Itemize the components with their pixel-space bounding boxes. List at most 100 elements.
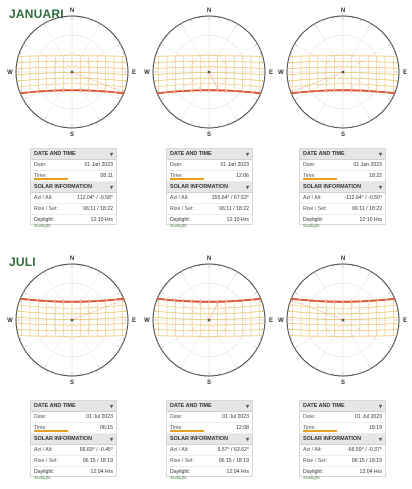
- date-value[interactable]: 01 Jul 2023: [86, 414, 113, 420]
- time-value[interactable]: 06:15: [100, 425, 113, 431]
- time-value[interactable]: 18:22: [369, 173, 382, 179]
- compass-north-label: N: [341, 8, 345, 14]
- rise-set-row: Rise / Set: 06:11 / 18:22: [300, 204, 385, 215]
- time-slider[interactable]: [34, 430, 68, 432]
- daylight-row: Daylight: 12:10 Hrs: [167, 215, 252, 224]
- compass-west-label: W: [7, 318, 13, 324]
- solar-info-header[interactable]: SOLAR INFORMATION ▾: [167, 182, 252, 193]
- compass-north-label: N: [207, 8, 211, 14]
- date-time-header[interactable]: DATE AND TIME ▾: [31, 149, 116, 160]
- solar-info-header[interactable]: SOLAR INFORMATION ▾: [31, 182, 116, 193]
- date-time-header[interactable]: DATE AND TIME ▾: [167, 149, 252, 160]
- chevron-down-icon[interactable]: ▾: [109, 403, 113, 410]
- chevron-down-icon[interactable]: ▾: [378, 184, 382, 191]
- compass-east-label: E: [132, 70, 136, 76]
- date-row: Date: 01 Jan 2023: [300, 160, 385, 171]
- compass-east-label: E: [269, 318, 273, 324]
- daylight-value: 12:04 Hrs: [359, 468, 383, 475]
- time-value[interactable]: 18:19: [369, 425, 382, 431]
- daylight-label: Daylight:: [170, 468, 191, 475]
- azimuth-altitude-value: 155.64° / 67.53°: [211, 195, 249, 201]
- time-label: Time:: [303, 425, 316, 431]
- daylight-value: 12:10 Hrs: [359, 216, 383, 223]
- time-slider[interactable]: [303, 430, 337, 432]
- chevron-down-icon[interactable]: ▾: [109, 184, 113, 191]
- solar-info-header[interactable]: SOLAR INFORMATION ▾: [31, 434, 116, 445]
- date-time-header[interactable]: DATE AND TIME ▾: [300, 401, 385, 412]
- time-slider[interactable]: [170, 430, 204, 432]
- chevron-down-icon[interactable]: ▾: [245, 403, 249, 410]
- date-value[interactable]: 01 Jan 2023: [84, 162, 113, 168]
- time-row: Time: 08:11: [31, 171, 116, 182]
- daylight-row: Daylight: 12:04 Hrs: [167, 467, 252, 476]
- time-row: Time: 12:08: [167, 423, 252, 434]
- sunlight-footer-label: Sunlight: [303, 223, 320, 228]
- rise-set-row: Rise / Set: 06:15 / 18:19: [300, 456, 385, 467]
- chevron-down-icon[interactable]: ▾: [109, 436, 113, 443]
- time-slider[interactable]: [170, 178, 204, 180]
- rise-set-row: Rise / Set: 06:15 / 18:19: [31, 456, 116, 467]
- solar-info-header[interactable]: SOLAR INFORMATION ▾: [167, 434, 252, 445]
- azimuth-altitude-label: Azi / Alt:: [34, 195, 53, 201]
- rise-set-value: 06:15 / 18:19: [351, 458, 382, 464]
- time-label: Time:: [170, 173, 183, 179]
- date-value[interactable]: 01 Jan 2023: [220, 162, 249, 168]
- sun-path-diagram: N S E W: [141, 252, 277, 388]
- chevron-down-icon[interactable]: ▾: [109, 151, 113, 158]
- azimuth-altitude-row: Azi / Alt: 155.64° / 67.53°: [167, 193, 252, 204]
- chevron-down-icon[interactable]: ▾: [245, 184, 249, 191]
- date-row: Date: 01 Jan 2023: [31, 160, 116, 171]
- time-value[interactable]: 08:11: [100, 173, 113, 179]
- time-label: Time:: [303, 173, 316, 179]
- sun-path-diagram: N S E W: [275, 4, 411, 140]
- time-value[interactable]: 12:08: [236, 425, 249, 431]
- time-row: Time: 18:22: [300, 171, 385, 182]
- chevron-down-icon[interactable]: ▾: [245, 436, 249, 443]
- date-row: Date: 01 Jan 2023: [167, 160, 252, 171]
- azimuth-altitude-row: Azi / Alt: 9.57° / 63.62°: [167, 445, 252, 456]
- date-time-header[interactable]: DATE AND TIME ▾: [31, 401, 116, 412]
- solar-info-header[interactable]: SOLAR INFORMATION ▾: [300, 182, 385, 193]
- time-slider[interactable]: [34, 178, 68, 180]
- daylight-label: Daylight:: [34, 468, 55, 475]
- date-row: Date: 01 Jul 2023: [31, 412, 116, 423]
- solar-info-header[interactable]: SOLAR INFORMATION ▾: [300, 434, 385, 445]
- solar-info-header-label: SOLAR INFORMATION: [34, 436, 92, 442]
- sun-path-diagram: N S E W: [4, 4, 140, 140]
- compass-west-label: W: [278, 70, 284, 76]
- azimuth-altitude-label: Azi / Alt:: [170, 195, 189, 201]
- compass-south-label: S: [70, 380, 74, 386]
- chevron-down-icon[interactable]: ▾: [378, 403, 382, 410]
- daylight-row: Daylight: 12:10 Hrs: [300, 215, 385, 224]
- time-value[interactable]: 12:06: [236, 173, 249, 179]
- date-value[interactable]: 01 Jul 2023: [355, 414, 382, 420]
- compass-south-label: S: [207, 380, 211, 386]
- azimuth-altitude-value: -66.59° / -0.37°: [346, 447, 382, 453]
- compass-east-label: E: [132, 318, 136, 324]
- compass-west-label: W: [7, 70, 13, 76]
- chevron-down-icon[interactable]: ▾: [378, 151, 382, 158]
- date-row: Date: 01 Jul 2023: [300, 412, 385, 423]
- date-time-header[interactable]: DATE AND TIME ▾: [300, 149, 385, 160]
- compass-south-label: S: [70, 132, 74, 138]
- daylight-row: Daylight: 12:10 Hrs: [31, 215, 116, 224]
- daylight-row: Daylight: 12:04 Hrs: [31, 467, 116, 476]
- date-time-header[interactable]: DATE AND TIME ▾: [167, 401, 252, 412]
- date-time-header-label: DATE AND TIME: [170, 151, 212, 157]
- date-value[interactable]: 01 Jan 2023: [353, 162, 382, 168]
- chevron-down-icon[interactable]: ▾: [245, 151, 249, 158]
- chevron-down-icon[interactable]: ▾: [378, 436, 382, 443]
- rise-set-row: Rise / Set: 06:11 / 18:22: [31, 204, 116, 215]
- azimuth-altitude-row: Azi / Alt: -66.59° / -0.37°: [300, 445, 385, 456]
- daylight-label: Daylight:: [303, 216, 324, 223]
- time-slider[interactable]: [303, 178, 337, 180]
- compass-north-label: N: [341, 256, 345, 262]
- compass-east-label: E: [403, 70, 407, 76]
- date-row: Date: 01 Jul 2023: [167, 412, 252, 423]
- date-time-header-label: DATE AND TIME: [34, 403, 76, 409]
- rise-set-label: Rise / Set:: [170, 206, 194, 212]
- rise-set-label: Rise / Set:: [303, 206, 327, 212]
- solar-info-panel: DATE AND TIME ▾ Date: 01 Jan 2023 Time: …: [166, 148, 253, 228]
- date-value[interactable]: 01 Jul 2023: [222, 414, 249, 420]
- section-title-januari: JANUARI: [9, 7, 64, 21]
